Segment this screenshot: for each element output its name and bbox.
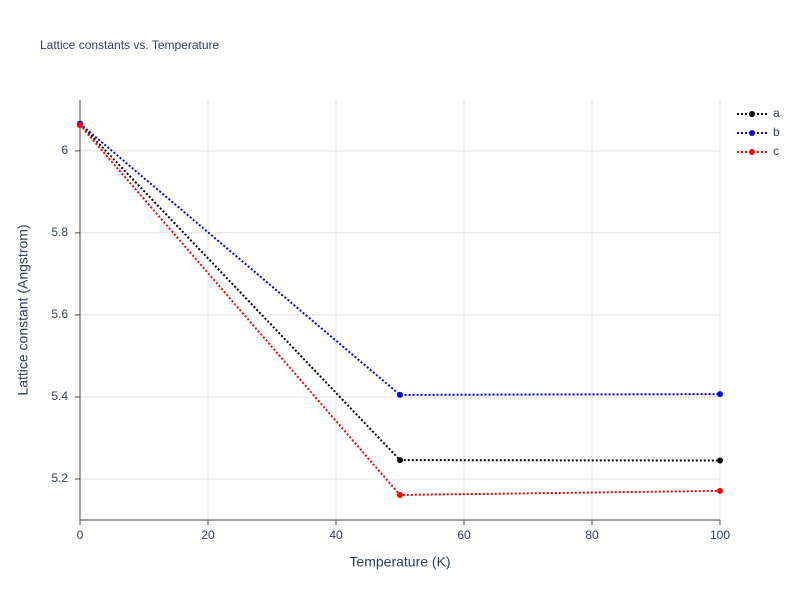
legend-marker bbox=[749, 149, 755, 155]
legend-marker bbox=[749, 111, 755, 117]
y-tick-label: 5.8 bbox=[51, 225, 68, 239]
y-tick-label: 5.4 bbox=[51, 389, 68, 403]
y-tick-label: 5.2 bbox=[51, 471, 68, 485]
legend-label: b bbox=[773, 125, 780, 139]
data-point bbox=[77, 122, 83, 129]
x-tick-label: 60 bbox=[457, 528, 471, 542]
x-tick-label: 0 bbox=[77, 528, 84, 542]
data-point bbox=[717, 487, 723, 494]
y-tick-label: 5.6 bbox=[51, 307, 68, 321]
x-axis-title: Temperature (K) bbox=[349, 554, 450, 570]
x-tick-label: 80 bbox=[585, 528, 599, 542]
legend-label: a bbox=[773, 106, 780, 120]
y-axis-title: Lattice constant (Angstrom) bbox=[15, 224, 31, 395]
y-tick-label: 6 bbox=[61, 143, 68, 157]
data-point bbox=[397, 457, 403, 464]
series-line bbox=[79, 124, 721, 496]
x-tick-label: 40 bbox=[329, 528, 343, 542]
data-point bbox=[717, 391, 723, 398]
data-point bbox=[717, 457, 723, 464]
legend-marker bbox=[749, 130, 755, 136]
data-point bbox=[397, 491, 403, 498]
x-tick-label: 100 bbox=[710, 528, 730, 542]
legend-label: c bbox=[773, 144, 779, 158]
x-tick-label: 20 bbox=[201, 528, 215, 542]
series-line bbox=[79, 123, 721, 462]
data-point bbox=[397, 391, 403, 398]
series-line bbox=[79, 123, 721, 396]
chart-title: Lattice constants vs. Temperature bbox=[40, 38, 220, 52]
